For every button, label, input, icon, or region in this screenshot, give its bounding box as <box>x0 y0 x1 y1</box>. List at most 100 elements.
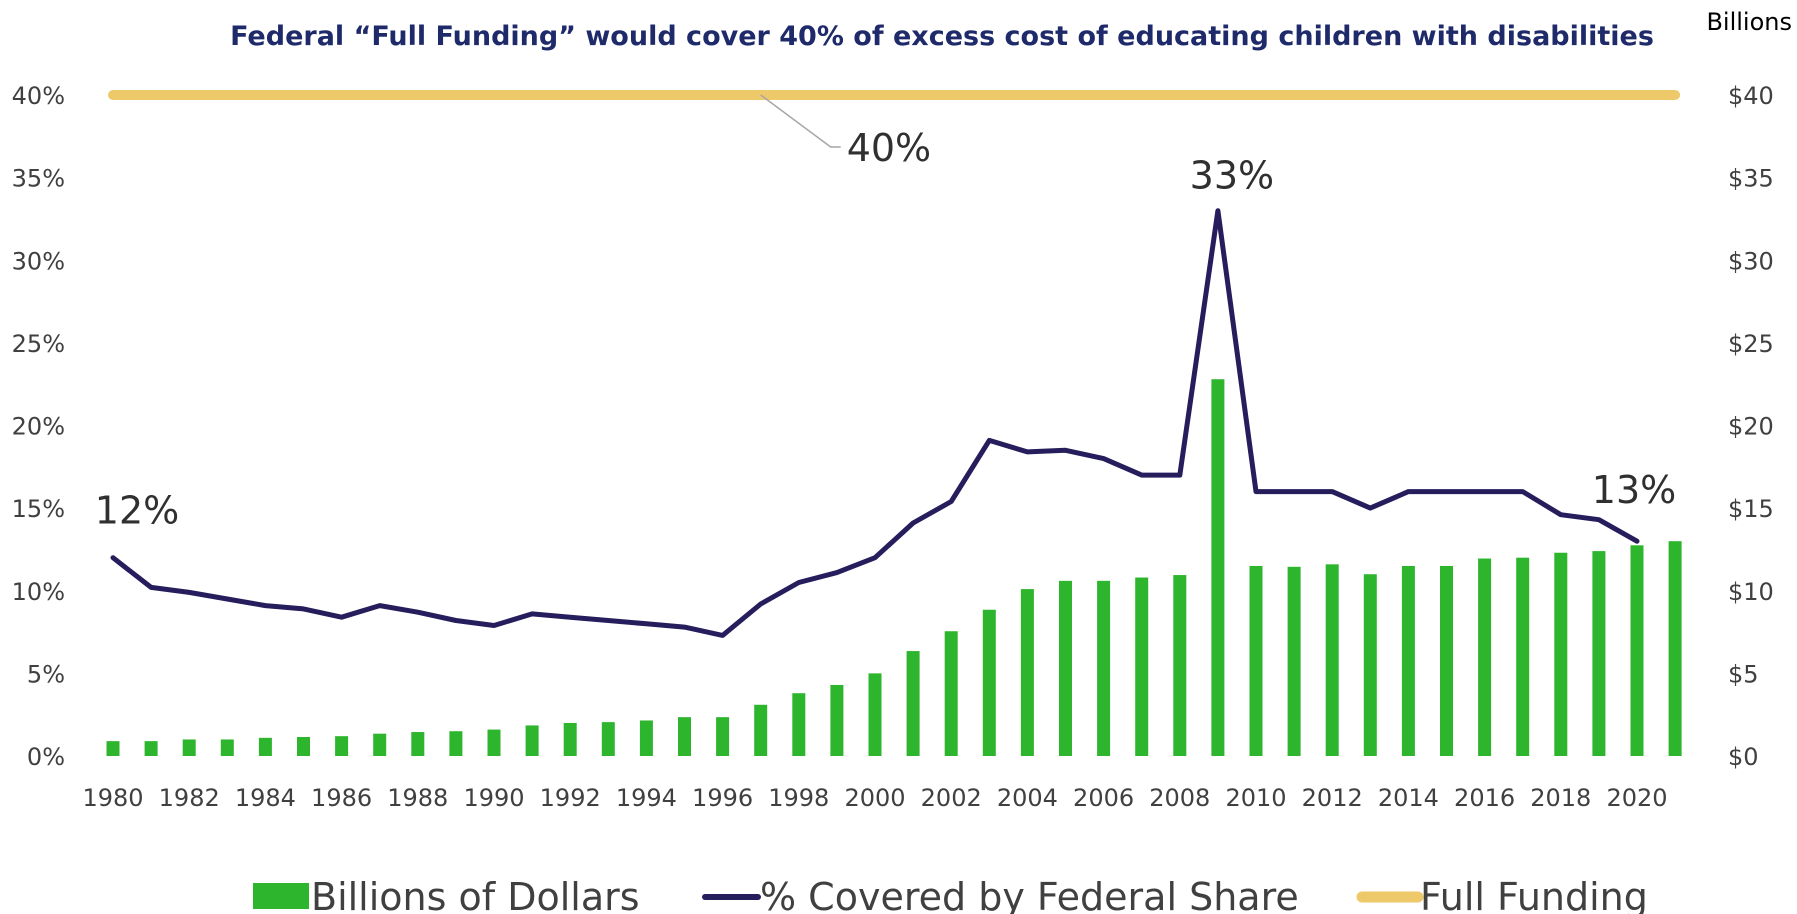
bar <box>182 739 196 756</box>
bar <box>944 631 958 756</box>
chart-title: Federal “Full Funding” would cover 40% o… <box>230 21 1654 52</box>
x-tick-label: 1992 <box>540 784 601 812</box>
x-tick-label: 1986 <box>311 784 372 812</box>
y-left-tick-label: 0% <box>27 743 65 771</box>
y-left-tick-label: 40% <box>12 82 65 110</box>
bar <box>792 693 806 756</box>
bar <box>1668 541 1682 756</box>
bar <box>1059 580 1072 756</box>
bar <box>1287 566 1301 756</box>
bar <box>1363 574 1377 756</box>
x-tick-label: 1990 <box>463 784 524 812</box>
legend-label: Full Funding <box>1420 875 1648 914</box>
bar <box>1097 580 1111 756</box>
bar <box>716 717 730 756</box>
bar <box>1592 551 1606 756</box>
bar <box>220 739 234 756</box>
bar <box>1516 557 1530 756</box>
x-tick-label: 2000 <box>844 784 905 812</box>
bar <box>335 736 349 756</box>
bar <box>1630 545 1644 756</box>
x-tick-label: 1980 <box>82 784 143 812</box>
legend-label: Billions of Dollars <box>311 875 640 914</box>
y-right-tick-label: $25 <box>1728 330 1774 358</box>
x-tick-label: 2016 <box>1454 784 1515 812</box>
legend-swatch-bar <box>253 883 309 909</box>
y-right-tick-label: $10 <box>1728 578 1774 606</box>
x-tick-label: 1996 <box>692 784 753 812</box>
y-right-tick-label: $40 <box>1728 82 1774 110</box>
x-tick-label: 2020 <box>1606 784 1667 812</box>
x-tick-label: 2008 <box>1149 784 1210 812</box>
x-tick-label: 2012 <box>1302 784 1363 812</box>
x-tick-label: 1994 <box>616 784 677 812</box>
bar <box>1135 577 1149 756</box>
data-label: 33% <box>1190 154 1274 198</box>
bar <box>373 733 387 756</box>
bar <box>525 725 539 756</box>
x-tick-label: 2002 <box>921 784 982 812</box>
bar <box>830 684 844 756</box>
data-label: 40% <box>847 126 931 170</box>
y-right-tick-label: $35 <box>1728 165 1774 193</box>
bar <box>449 731 463 756</box>
line-series <box>108 90 1681 638</box>
bar <box>868 673 882 756</box>
x-tick-label: 1998 <box>768 784 829 812</box>
bar <box>906 651 920 756</box>
bar <box>1440 565 1453 756</box>
x-tick-label: 2014 <box>1378 784 1439 812</box>
legend-label: % Covered by Federal Share <box>760 875 1299 914</box>
bar <box>601 722 615 756</box>
bar <box>1478 558 1492 756</box>
data-label: 12% <box>95 489 179 533</box>
y-left-tick-label: 25% <box>12 330 65 358</box>
y-left-tick-label: 15% <box>12 495 65 523</box>
x-tick-label: 1988 <box>387 784 448 812</box>
y-right-tick-label: $5 <box>1728 660 1759 688</box>
data-label: 13% <box>1592 468 1676 512</box>
bar <box>1325 564 1339 756</box>
federal-share-line <box>110 208 1640 638</box>
y-left-tick-label: 10% <box>12 578 65 606</box>
right-axis-unit: Billions <box>1706 8 1792 36</box>
x-tick-label: 2010 <box>1225 784 1286 812</box>
bar <box>144 741 158 756</box>
bar <box>106 741 120 756</box>
y-right-tick-label: $15 <box>1728 495 1774 523</box>
x-tick-label: 2018 <box>1530 784 1591 812</box>
bar-series <box>106 379 1682 756</box>
y-right-tick-label: $30 <box>1728 247 1774 275</box>
bar <box>754 704 768 756</box>
bar <box>678 717 691 756</box>
bar <box>1554 552 1568 756</box>
bar <box>639 720 653 756</box>
bar <box>563 722 577 756</box>
bar <box>1249 565 1263 756</box>
x-tick-label: 2006 <box>1073 784 1134 812</box>
y-left-tick-label: 20% <box>12 413 65 441</box>
legend: Billions of Dollars % Covered by Federal … <box>253 875 1648 914</box>
bar <box>1020 589 1034 756</box>
bar <box>487 729 501 756</box>
x-tick-label: 1982 <box>159 784 220 812</box>
bar <box>1173 575 1187 756</box>
x-axis: 1980 1982 1984 1986 1988 1990 1992 1994 1996 1998… <box>82 784 1667 812</box>
y-right-tick-label: $0 <box>1728 743 1759 771</box>
bar <box>1401 565 1415 756</box>
y-right-axis: $0 $5 $10 $15 $20 $25 $30 $35 $40 <box>1728 82 1774 771</box>
x-tick-label: 1984 <box>235 784 296 812</box>
annotations: 12% 33% 13% 40% <box>95 94 1676 533</box>
x-tick-label: 2004 <box>997 784 1058 812</box>
bar <box>1211 379 1225 756</box>
y-right-tick-label: $20 <box>1728 413 1774 441</box>
y-left-tick-label: 35% <box>12 165 65 193</box>
bar <box>411 732 425 756</box>
annotation-leader-line <box>760 94 841 148</box>
bar <box>982 609 996 756</box>
y-left-axis: 0% 5% 10% 15% 20% 25% 30% 35% 40% <box>12 82 65 771</box>
y-left-tick-label: 5% <box>27 660 65 688</box>
bar <box>297 736 310 756</box>
y-left-tick-label: 30% <box>12 247 65 275</box>
